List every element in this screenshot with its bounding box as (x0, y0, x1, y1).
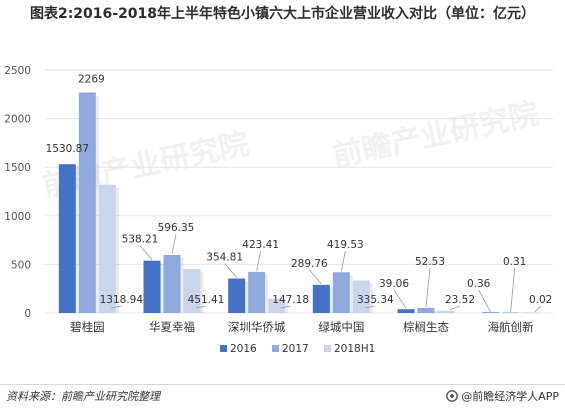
data-label: 289.76 (291, 258, 328, 270)
bar-2016 (228, 278, 246, 313)
brand-logo-icon (446, 390, 459, 402)
data-label: 596.35 (158, 222, 195, 234)
bar-2016 (143, 260, 161, 313)
data-label-leader (224, 263, 237, 278)
bar-2016 (482, 312, 500, 313)
bar-shadow (160, 263, 164, 313)
bar-shadow (434, 310, 438, 313)
data-label-leader (280, 305, 291, 309)
data-label-leader (111, 305, 122, 309)
bar-2017 (163, 255, 181, 313)
category-label: 碧桂园 (70, 320, 105, 334)
footer-divider (0, 384, 565, 385)
data-label: 1530.87 (46, 143, 89, 155)
data-label-leader (340, 251, 346, 272)
bar-shadow (245, 281, 249, 313)
bar-shadow (329, 287, 333, 313)
data-label: 335.34 (357, 294, 394, 306)
y-tick-label: 1000 (4, 211, 31, 223)
data-label: 0.31 (503, 256, 526, 268)
data-label-leader (365, 305, 376, 309)
bar-2018H1 (352, 280, 370, 313)
data-label-leader (534, 305, 541, 313)
legend-swatch (220, 345, 227, 352)
data-label: 354.81 (206, 252, 243, 264)
data-label: 52.53 (415, 256, 445, 268)
data-label: 538.21 (122, 234, 159, 246)
legend-label: 2017 (282, 343, 309, 355)
data-label: 0.02 (529, 294, 552, 306)
bar-2018H1 (437, 310, 455, 313)
bar-2017 (417, 307, 435, 313)
legend-swatch (272, 345, 279, 352)
bar-shadow (115, 187, 119, 313)
source-note: 资料来源：前瞻产业研究院整理 (6, 390, 160, 403)
data-label-leader (309, 269, 322, 285)
bar-2016 (58, 164, 76, 313)
data-label: 423.41 (242, 239, 279, 251)
category-label: 华夏幸福 (149, 320, 195, 334)
bar-shadow (414, 312, 418, 313)
y-tick-label: 500 (11, 259, 31, 271)
data-label: 451.41 (188, 294, 225, 306)
data-label-leader (449, 305, 461, 311)
bar-shadow (369, 283, 373, 313)
bar-2018H1 (268, 298, 286, 313)
category-label: 绿城中国 (318, 320, 364, 334)
category-label: 海航创新 (488, 320, 534, 334)
bar-2017 (502, 312, 520, 313)
brand-footer: @前瞻经济学人APP (446, 388, 559, 404)
bar-shadow (95, 95, 99, 313)
data-label-leader (256, 250, 262, 271)
bar-2016 (397, 309, 415, 313)
bar-shadow (265, 274, 269, 313)
data-label: 2269 (78, 73, 105, 85)
legend-label: 2018H1 (334, 343, 375, 355)
data-label-leader (195, 305, 207, 309)
category-label: 深圳华侨城 (228, 320, 286, 334)
data-label: 23.52 (445, 294, 475, 306)
bar-2016 (312, 284, 330, 313)
legend-label: 2016 (230, 343, 257, 355)
y-tick-label: 2000 (4, 114, 31, 126)
bar-2018H1 (522, 312, 540, 313)
data-label-leader (478, 289, 492, 313)
bar-shadow (200, 272, 204, 313)
bar-2018H1 (98, 184, 116, 313)
category-label: 棕榈生态 (403, 320, 449, 334)
data-label-leader (393, 289, 407, 309)
data-label: 147.18 (272, 294, 309, 306)
data-label: 1318.94 (100, 294, 144, 306)
y-tick-label: 0 (24, 308, 31, 320)
y-tick-label: 2500 (4, 65, 31, 77)
bar-shadow (180, 258, 184, 313)
data-label: 39.06 (379, 278, 409, 290)
chart-title: 图表2:2016-2018年上半年特色小镇六大上市企业营业收入对比（单位：亿元） (29, 6, 536, 22)
bar-2017 (248, 271, 266, 313)
bar-shadow (285, 301, 289, 313)
data-label-leader (510, 267, 516, 313)
y-tick-label: 1500 (4, 162, 31, 174)
data-label: 0.36 (467, 278, 491, 290)
data-label-leader (425, 267, 431, 307)
data-label-leader (139, 245, 153, 260)
bar-shadow (349, 275, 353, 313)
data-label-leader (171, 233, 177, 255)
bar-shadow (75, 167, 79, 313)
brand-text: @前瞻经济学人APP (461, 390, 559, 403)
legend-swatch (324, 345, 331, 352)
bar-2017 (332, 272, 350, 313)
data-label: 419.53 (327, 239, 364, 251)
bar-chart: 0 500 1000 1500 2000 2500 碧桂园 华夏幸福 深圳华侨城 绿城中国 棕榈生态… (4, 65, 553, 355)
bar-2017 (78, 92, 96, 313)
bar-2018H1 (183, 269, 201, 313)
